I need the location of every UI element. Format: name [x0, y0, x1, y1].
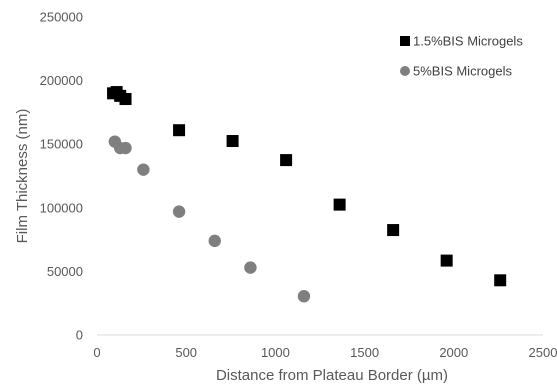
data-point-circle	[137, 163, 150, 176]
y-tick-label: 150000	[40, 137, 83, 152]
legend-label-5-bis: 5%BIS Microgels	[413, 64, 512, 79]
y-tick-label: 100000	[40, 200, 83, 215]
y-tick-label: 0	[76, 328, 83, 343]
y-axis-tick-labels: 0 50000 100000 150000 200000 250000	[40, 10, 83, 343]
data-point-square	[333, 198, 346, 211]
x-tick-label: 500	[175, 345, 197, 360]
data-point-square	[119, 93, 132, 106]
data-point-circle	[172, 205, 186, 218]
x-tick-label: 2500	[529, 345, 557, 360]
data-point-square	[173, 124, 186, 137]
data-points	[107, 86, 507, 303]
legend: 1.5%BIS Microgels 5%BIS Microgels	[400, 34, 523, 79]
data-point-square	[387, 224, 400, 237]
y-axis-title: Film Thickness (nm)	[14, 109, 31, 244]
legend-marker-circle	[400, 66, 410, 76]
x-tick-label: 2000	[439, 345, 468, 360]
data-point-square	[440, 254, 453, 267]
legend-label-1-5-bis: 1.5%BIS Microgels	[413, 34, 523, 49]
y-tick-label: 50000	[47, 264, 83, 279]
legend-marker-square	[400, 36, 410, 46]
data-point-square	[494, 274, 507, 287]
data-point-circle	[244, 261, 257, 274]
x-tick-label: 1000	[261, 345, 290, 360]
data-point-circle	[297, 290, 311, 303]
data-point-square	[280, 154, 293, 167]
y-tick-label: 200000	[40, 73, 83, 88]
data-point-square	[226, 135, 239, 148]
x-tick-label: 0	[93, 345, 100, 360]
x-tick-label: 1500	[350, 345, 379, 360]
y-tick-label: 250000	[40, 10, 83, 25]
data-point-circle	[208, 234, 221, 248]
x-axis-title: Distance from Plateau Border (µm)	[216, 367, 448, 384]
data-point-circle	[119, 141, 132, 155]
x-axis-tick-labels: 0 500 1000 1500 2000 2500	[93, 345, 557, 360]
